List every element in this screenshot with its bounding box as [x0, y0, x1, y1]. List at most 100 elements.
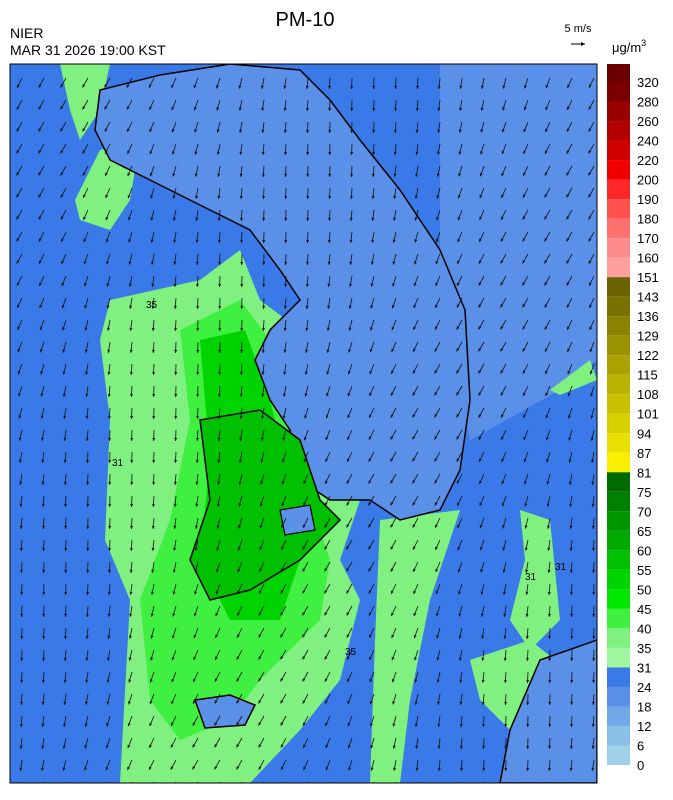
colorbar-segment	[607, 453, 630, 473]
colorbar-segment	[607, 511, 630, 531]
colorbar-segment	[607, 64, 630, 82]
wind-arrow-head	[504, 790, 507, 793]
colorbar-label: 260	[637, 114, 659, 129]
colorbar-label: 40	[637, 621, 651, 636]
colorbar-label: 6	[637, 738, 644, 753]
colorbar-segment	[607, 355, 630, 375]
colorbar-segment	[607, 394, 630, 414]
wind-arrow	[372, 782, 374, 793]
colorbar-label: 24	[637, 680, 651, 695]
colorbar-label: 50	[637, 582, 651, 597]
colorbar-segment	[607, 414, 630, 434]
colorbar-segment	[607, 297, 630, 317]
colorbar-label: 108	[637, 387, 659, 402]
wind-arrow-head	[41, 789, 44, 792]
wind-scale-head	[581, 42, 585, 46]
wind-arrow-head	[326, 789, 329, 792]
datetime: MAR 31 2026 19:00 KST	[10, 42, 166, 58]
colorbar-segment	[607, 102, 630, 122]
wind-arrow-head	[127, 789, 130, 792]
contour-label: 31	[525, 572, 537, 583]
colorbar-label: 200	[637, 173, 659, 188]
colorbar-label: 0	[637, 758, 644, 773]
colorbar-segment	[607, 609, 630, 629]
colorbar-segment	[607, 258, 630, 278]
wind-arrow	[304, 782, 308, 792]
colorbar-segment	[607, 180, 630, 200]
colorbar-label: 55	[637, 563, 651, 578]
colorbar-label: 320	[637, 75, 659, 90]
colorbar-segment	[607, 433, 630, 453]
colorbar-label: 31	[637, 660, 651, 675]
colorbar: 3202802602402202001901801701601511431361…	[607, 64, 659, 773]
colorbar-segment	[607, 121, 630, 141]
colorbar-label: 151	[637, 270, 659, 285]
colorbar-segment	[607, 472, 630, 492]
wind-arrow-head	[281, 789, 284, 792]
wind-arrow	[417, 782, 418, 793]
colorbar-segment	[607, 160, 630, 180]
colorbar-label: 101	[637, 407, 659, 422]
unit-base: μg/m	[612, 40, 641, 55]
colorbar-label: 280	[637, 95, 659, 110]
wind-arrow-head	[304, 789, 307, 792]
colorbar-label: 12	[637, 719, 651, 734]
wind-arrow-head	[416, 790, 419, 793]
contour-label: 35	[345, 647, 357, 658]
wind-arrow	[439, 782, 440, 793]
colorbar-segment	[607, 550, 630, 570]
contour-label: 35	[146, 300, 158, 311]
colorbar-label: 65	[637, 524, 651, 539]
colorbar-segment	[607, 687, 630, 707]
wind-arrow-head	[105, 789, 108, 792]
colorbar-label: 94	[637, 426, 651, 441]
colorbar-label: 220	[637, 153, 659, 168]
colorbar-label: 136	[637, 309, 659, 324]
colorbar-label: 115	[637, 368, 658, 383]
colorbar-segment	[607, 628, 630, 648]
wind-arrow-head	[19, 790, 22, 793]
wind-arrow-head	[526, 790, 529, 793]
wind-arrow-head	[569, 790, 572, 793]
colorbar-label: 81	[637, 465, 651, 480]
wind-arrow	[571, 782, 572, 793]
wind-scale-label: 5 m/s	[565, 23, 592, 35]
colorbar-segment	[607, 570, 630, 590]
wind-arrow-head	[438, 790, 441, 793]
colorbar-label: 18	[637, 699, 651, 714]
colorbar-segment	[607, 199, 630, 219]
colorbar-segment	[607, 277, 630, 297]
colorbar-segment	[607, 219, 630, 239]
colorbar-segment	[607, 316, 630, 336]
wind-arrow-head	[348, 789, 351, 792]
wind-arrow-head	[62, 789, 65, 792]
contour-label: 31	[555, 562, 567, 573]
map: 35 31 35 31 31	[10, 64, 597, 793]
title: PM-10	[276, 9, 335, 31]
colorbar-segment	[607, 336, 630, 356]
agency: NIER	[10, 25, 43, 41]
colorbar-label: 35	[637, 641, 651, 656]
wind-arrow-head	[84, 789, 87, 792]
colorbar-segment	[607, 667, 630, 687]
colorbar-label: 87	[637, 446, 651, 461]
contour-label: 31	[112, 458, 124, 469]
wind-arrow	[327, 782, 330, 792]
colorbar-label: 129	[637, 329, 659, 344]
wind-arrow	[349, 782, 352, 793]
colorbar-label: 160	[637, 251, 659, 266]
colorbar-label: 60	[637, 543, 651, 558]
wind-arrow-head	[259, 788, 262, 791]
wind-arrow-head	[171, 788, 174, 791]
colorbar-segment	[607, 492, 630, 512]
colorbar-segment	[607, 238, 630, 258]
wind-arrow	[527, 782, 528, 793]
colorbar-label: 143	[637, 290, 659, 305]
colorbar-segment	[607, 648, 630, 668]
wind-arrow-head	[460, 790, 463, 793]
colorbar-label: 45	[637, 602, 651, 617]
wind-arrow	[549, 782, 550, 793]
colorbar-segment	[607, 141, 630, 161]
